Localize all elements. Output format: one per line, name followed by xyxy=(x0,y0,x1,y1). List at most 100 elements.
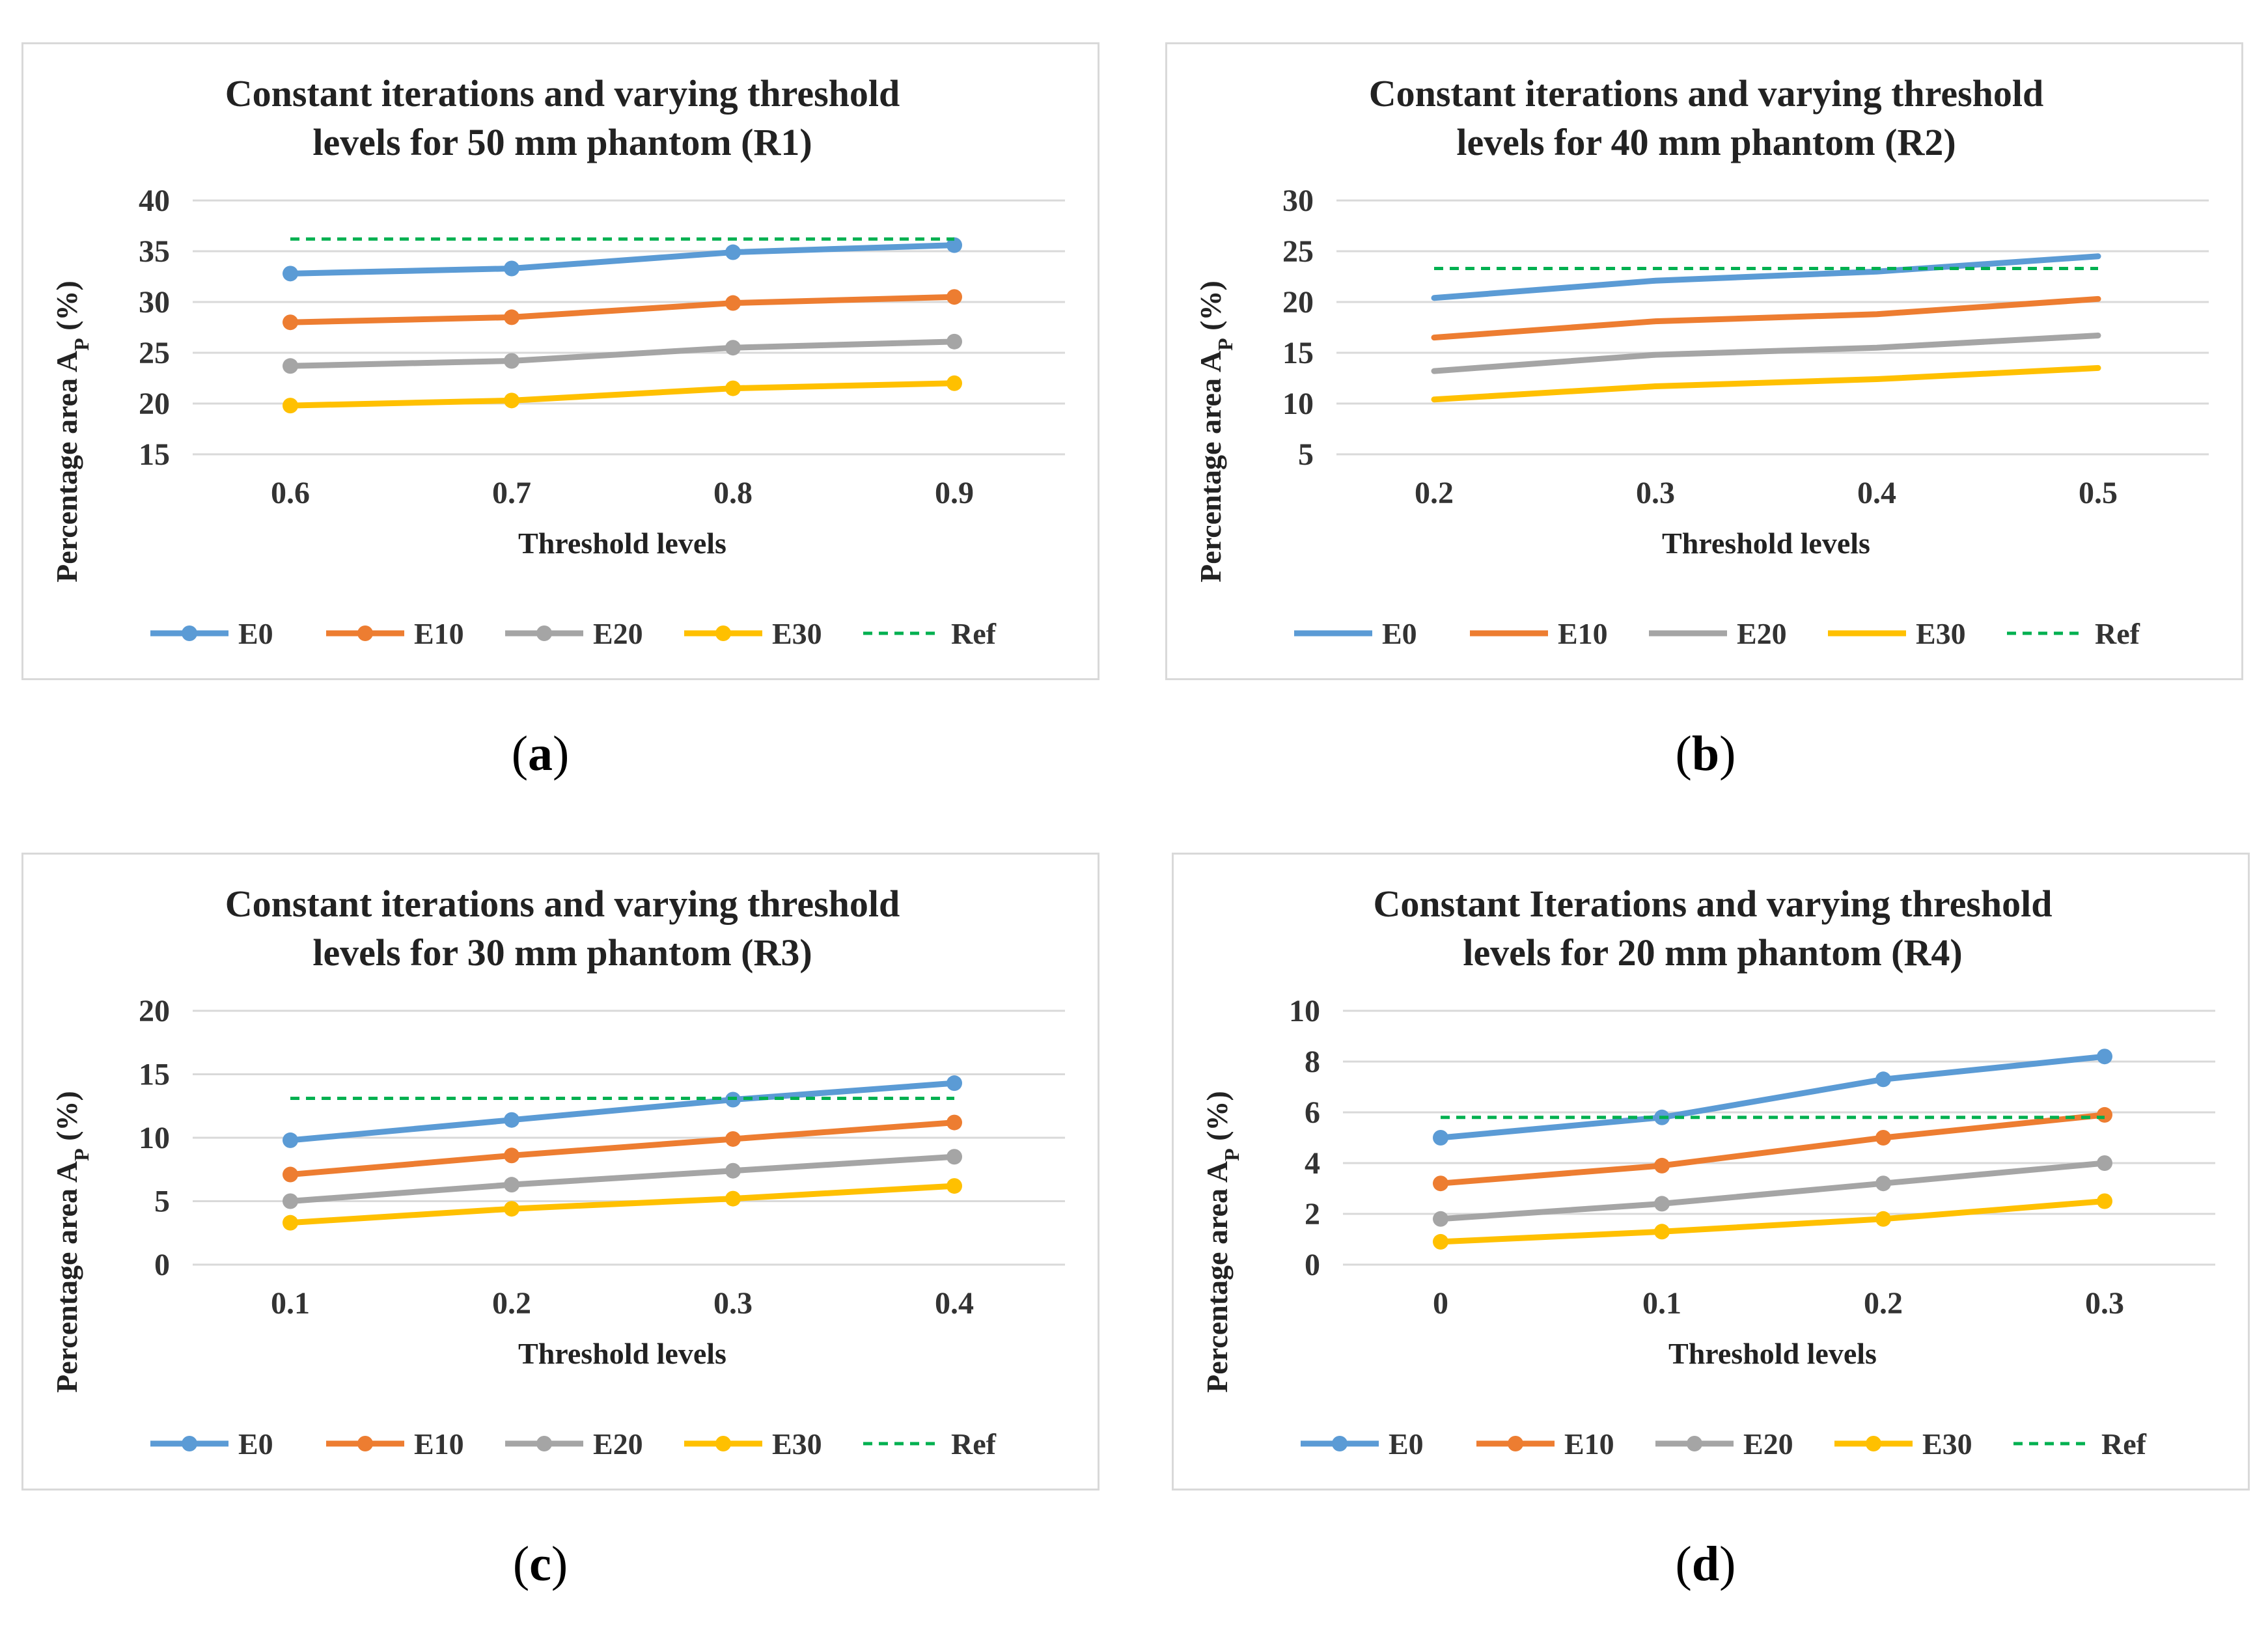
y-tick-label: 2 xyxy=(1305,1197,1320,1231)
data-point-e10 xyxy=(283,314,298,331)
legend-marker-e30 xyxy=(1866,1436,1881,1451)
legend-label-e30: E30 xyxy=(772,617,822,650)
legend-marker-e20 xyxy=(536,1436,552,1451)
legend-label-ref: Ref xyxy=(951,617,997,650)
legend-label-e10: E10 xyxy=(414,1427,464,1461)
data-point-e10 xyxy=(947,289,962,305)
data-point-e10 xyxy=(504,309,519,325)
data-point-e10 xyxy=(1875,1130,1891,1146)
series-line-e30 xyxy=(1431,364,2101,403)
y-axis-label: Percentage area AP (%) xyxy=(1200,1091,1243,1393)
data-point-e10 xyxy=(725,1131,741,1147)
data-point-e30 xyxy=(504,1201,519,1217)
series-line-e20 xyxy=(1431,332,2101,374)
x-axis-label: Threshold levels xyxy=(518,1337,726,1370)
series-line-e10 xyxy=(287,1119,958,1178)
y-tick-label: 25 xyxy=(1282,234,1314,269)
x-axis-label: Threshold levels xyxy=(1668,1337,1877,1370)
x-tick-label: 0.4 xyxy=(935,1286,974,1321)
legend-marker-e0 xyxy=(1332,1436,1348,1451)
panel-caption-b: (b) xyxy=(1675,726,1736,781)
data-point-e20 xyxy=(725,1162,741,1179)
data-point-e30 xyxy=(283,398,298,414)
data-point-e30 xyxy=(1875,1211,1891,1227)
y-tick-label: 25 xyxy=(139,336,170,370)
data-point-e0 xyxy=(947,1075,962,1092)
legend-label-e0: E0 xyxy=(238,1427,273,1461)
legend-marker-e0 xyxy=(182,1436,197,1451)
data-point-e0 xyxy=(947,237,962,253)
y-tick-label: 15 xyxy=(139,437,170,472)
x-tick-label: 0 xyxy=(1433,1286,1448,1321)
legend-label-e20: E20 xyxy=(1737,617,1787,650)
x-tick-label: 0.7 xyxy=(492,476,531,510)
series-line-e30 xyxy=(1437,1198,2108,1245)
chart-title-line: levels for 40 mm phantom (R2) xyxy=(1456,121,1956,163)
x-tick-label: 0.3 xyxy=(713,1286,753,1321)
chart-title-line: levels for 30 mm phantom (R3) xyxy=(312,931,812,974)
x-tick-label: 0.3 xyxy=(2085,1286,2124,1321)
y-tick-label: 5 xyxy=(1298,437,1314,472)
y-tick-label: 4 xyxy=(1305,1146,1320,1181)
chart-title-line: Constant iterations and varying threshol… xyxy=(1369,72,2044,115)
x-tick-label: 0.2 xyxy=(492,1286,531,1321)
series-line-e10 xyxy=(1431,295,2101,341)
series-line-e30 xyxy=(287,380,958,409)
data-point-e20 xyxy=(1875,1175,1891,1192)
chart-panel-c: Constant iterations and varying threshol… xyxy=(21,853,1099,1490)
chart-title-line: Constant iterations and varying threshol… xyxy=(225,72,900,115)
legend-label-e10: E10 xyxy=(1558,617,1608,650)
data-point-e0 xyxy=(504,260,519,277)
data-point-e0 xyxy=(283,1132,298,1148)
x-tick-label: 0.2 xyxy=(1864,1286,1903,1321)
x-tick-label: 0.1 xyxy=(271,1286,310,1321)
y-axis-label: Percentage area AP (%) xyxy=(50,281,93,583)
y-tick-label: 5 xyxy=(154,1185,170,1219)
y-tick-label: 20 xyxy=(139,387,170,421)
y-tick-label: 15 xyxy=(139,1058,170,1092)
caption-letter-c: c xyxy=(529,1537,551,1591)
chart-panel-b: Constant iterations and varying threshol… xyxy=(1165,42,2243,680)
legend-label-ref: Ref xyxy=(2095,617,2140,650)
data-point-e20 xyxy=(947,333,962,350)
data-point-e10 xyxy=(725,295,741,311)
data-point-e10 xyxy=(947,1114,962,1131)
data-point-e20 xyxy=(283,1193,298,1209)
y-axis-label: Percentage area AP (%) xyxy=(1194,281,1237,583)
data-point-e30 xyxy=(2097,1193,2112,1209)
data-point-e20 xyxy=(1654,1196,1670,1212)
y-tick-label: 15 xyxy=(1282,336,1314,370)
x-axis-label: Threshold levels xyxy=(518,527,726,560)
x-tick-label: 0.8 xyxy=(713,476,753,510)
legend-label-e30: E30 xyxy=(1922,1427,1972,1461)
series-line-e10 xyxy=(287,294,958,325)
series-line-e0 xyxy=(287,1080,958,1144)
chart-title-line: levels for 20 mm phantom (R4) xyxy=(1463,931,1962,974)
legend-label-e30: E30 xyxy=(772,1427,822,1461)
data-point-e20 xyxy=(725,340,741,356)
chart-title-line: Constant Iterations and varying threshol… xyxy=(1373,883,2052,925)
y-tick-label: 0 xyxy=(1305,1248,1320,1282)
series-line-e10 xyxy=(1437,1112,2108,1187)
y-tick-label: 30 xyxy=(139,285,170,320)
data-point-e30 xyxy=(947,1178,962,1194)
data-point-e10 xyxy=(2097,1106,2112,1123)
data-point-e30 xyxy=(283,1215,298,1231)
legend-label-e0: E0 xyxy=(238,617,273,650)
data-point-e30 xyxy=(725,1190,741,1207)
caption-letter-d: d xyxy=(1691,1537,1720,1591)
y-axis-label: Percentage area AP (%) xyxy=(50,1091,93,1393)
y-tick-label: 6 xyxy=(1305,1095,1320,1130)
y-tick-label: 35 xyxy=(139,234,170,269)
legend-label-e10: E10 xyxy=(414,617,464,650)
legend-label-ref: Ref xyxy=(951,1427,997,1461)
legend-marker-e10 xyxy=(1508,1436,1523,1451)
y-tick-label: 20 xyxy=(139,994,170,1028)
legend-label-e20: E20 xyxy=(1743,1427,1793,1461)
data-point-e20 xyxy=(283,358,298,374)
data-point-e20 xyxy=(2097,1155,2112,1171)
panel-caption-d: (d) xyxy=(1675,1537,1736,1591)
data-point-e0 xyxy=(504,1112,519,1128)
legend-marker-e20 xyxy=(1687,1436,1702,1451)
legend-label-e0: E0 xyxy=(1382,617,1417,650)
